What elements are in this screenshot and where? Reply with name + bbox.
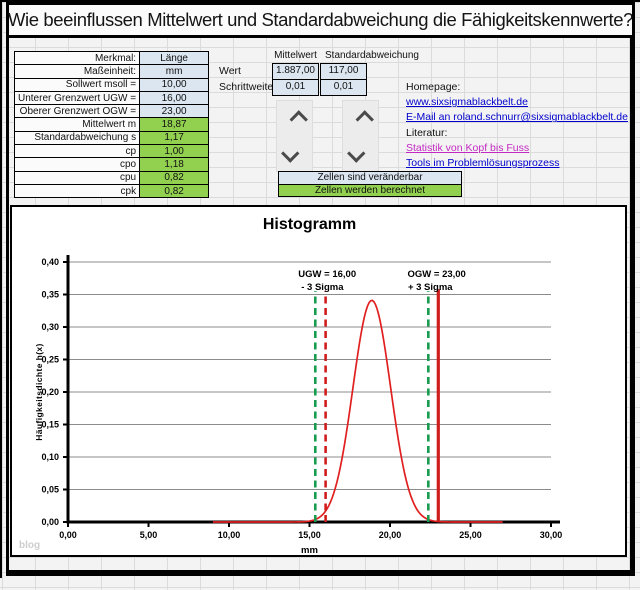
param-row-value[interactable]: mm <box>139 64 210 79</box>
links-panel: Homepage: www.sixsigmablackbelt.de E-Mai… <box>406 80 628 171</box>
annotation: - 3 Sigma <box>301 282 344 293</box>
schrittweite-standardabweichung-cell[interactable]: 0,01 <box>320 79 367 96</box>
param-row-label: cpk <box>13 183 141 199</box>
page-title-text: Wie beeinflussen Mittelwert und Standard… <box>7 9 634 30</box>
y-tick-label: 0,00 <box>41 517 59 527</box>
page-title: Wie beeinflussen Mittelwert und Standard… <box>6 2 635 38</box>
param-row-value: 0,82 <box>139 170 210 185</box>
table-row: Maßeinheit: mm <box>13 64 210 79</box>
param-row-value[interactable]: 16,00 <box>139 90 210 106</box>
param-row-value[interactable]: 23,00 <box>139 104 210 119</box>
annotation: UGW = 16,00 <box>298 269 356 280</box>
mittelwert-spin-down-button[interactable] <box>281 143 308 163</box>
book1-link[interactable]: Statistik von Kopf bis Fuss <box>406 141 530 154</box>
sheet-left-edge <box>0 0 2 578</box>
y-tick-label: 0,25 <box>41 355 59 365</box>
y-tick-label: 0,15 <box>41 420 59 430</box>
legend-editable-cells: Zellen sind veränderbar <box>278 171 462 185</box>
table-row: Sollwert msoll = 10,00 <box>13 77 210 92</box>
param-row-value[interactable]: Länge <box>139 50 210 66</box>
x-tick-label: 25,00 <box>459 530 482 540</box>
y-tick-label: 0,10 <box>41 452 59 462</box>
param-row-label: Merkmal: <box>13 50 141 66</box>
y-axis-label: Häufigkeitsdichte h(x) <box>34 343 44 441</box>
row-label-wert: Wert <box>219 65 241 77</box>
normal-curve <box>212 299 503 523</box>
homepage-label: Homepage: <box>406 81 461 93</box>
y-tick-label: 0,40 <box>41 257 59 267</box>
literatur-label: Literatur: <box>406 126 448 139</box>
chevron-up-icon <box>355 109 374 129</box>
param-row-label: Standardabweichung s <box>13 130 141 146</box>
schrittweite-mittelwert-cell[interactable]: 0,01 <box>272 79 319 96</box>
param-row-label: Mittelwert m <box>13 117 141 132</box>
parameter-table: Merkmal: Länge Maßeinheit: mm Sollwert mso… <box>13 50 210 199</box>
y-tick-label: 0,20 <box>41 387 59 397</box>
table-row: cpu 0,82 <box>13 170 210 185</box>
param-row-label: cp <box>13 144 141 159</box>
standardabweichung-spin-down-button[interactable] <box>347 143 374 163</box>
mittelwert-spinner[interactable] <box>276 100 313 172</box>
x-axis-label: mm <box>301 545 318 555</box>
standardabweichung-spin-up-button[interactable] <box>348 109 374 129</box>
annotation: OGW = 23,00 <box>408 269 466 280</box>
param-row-value[interactable]: 10,00 <box>139 77 210 92</box>
param-row-label: cpo <box>13 157 141 172</box>
table-row: Mittelwert m 18,87 <box>13 117 210 132</box>
standardabweichung-spinner[interactable] <box>342 100 379 172</box>
x-tick-label: 20,00 <box>379 530 402 540</box>
table-row: Oberer Grenzwert OGW = 23,00 <box>13 104 210 119</box>
chevron-down-icon <box>347 143 366 163</box>
param-row-value: 1,17 <box>139 130 210 146</box>
table-row: Unterer Grenzwert UGW = 16,00 <box>13 90 210 106</box>
table-row: Merkmal: Länge <box>13 50 210 66</box>
param-row-label: cpu <box>13 170 141 185</box>
email-link[interactable]: E-Mail an roland.schnurr@sixsigmablackbe… <box>406 111 628 124</box>
histogram-chart: 0,00 0,05 0,10 0,15 0,20 0,25 0,30 0,35 0,40 0,00… <box>10 205 627 557</box>
table-row: Standardabweichung s 1,17 <box>13 130 210 146</box>
param-row-value: 18,87 <box>139 117 210 132</box>
param-row-label: Oberer Grenzwert OGW = <box>13 104 141 119</box>
book2-link[interactable]: Tools im Problemlösungsprozess <box>406 156 560 169</box>
chart-title: Histogramm <box>263 216 356 233</box>
param-row-value: 0,82 <box>139 183 210 199</box>
histogram-svg: 0,00 0,05 0,10 0,15 0,20 0,25 0,30 0,35 0,40 0,00… <box>19 216 563 555</box>
x-tick-label: 10,00 <box>218 530 241 540</box>
y-tick-label: 0,30 <box>41 322 59 332</box>
wert-mittelwert-cell[interactable]: 1.887,00 <box>272 63 319 80</box>
table-row: cpk 0,82 <box>13 183 210 199</box>
param-row-label: Maßeinheit: <box>13 64 141 79</box>
watermark: blog <box>19 540 40 551</box>
y-tick-label: 0,35 <box>41 290 59 300</box>
param-row-value: 1,18 <box>139 157 210 172</box>
table-row: cp 1,00 <box>13 144 210 159</box>
chevron-up-icon <box>289 109 308 129</box>
sheet-top-edge <box>0 0 640 2</box>
wert-standardabweichung-cell[interactable]: 117,00 <box>320 63 367 80</box>
chevron-down-icon <box>281 143 300 163</box>
x-tick-label: 5,00 <box>140 530 158 540</box>
param-row-label: Unterer Grenzwert UGW = <box>13 90 141 106</box>
column-header-mittelwert: Mittelwert <box>274 50 317 61</box>
param-row-value: 1,00 <box>139 144 210 159</box>
annotation: + 3 Sigma <box>408 282 453 293</box>
row-label-schrittweite: Schrittweite <box>219 81 274 93</box>
y-tick-label: 0,05 <box>41 485 59 495</box>
legend-computed-cells: Zellen werden berechnet <box>278 183 462 197</box>
x-tick-label: 0,00 <box>59 530 77 540</box>
homepage-link[interactable]: www.sixsigmablackbelt.de <box>406 96 528 109</box>
x-tick-label: 30,00 <box>540 530 563 540</box>
column-header-standardabweichung: Standardabweichung <box>325 50 419 61</box>
param-row-label: Sollwert msoll = <box>13 77 141 92</box>
x-tick-label: 15,00 <box>298 530 321 540</box>
mittelwert-spin-up-button[interactable] <box>282 109 308 129</box>
table-row: cpo 1,18 <box>13 157 210 172</box>
